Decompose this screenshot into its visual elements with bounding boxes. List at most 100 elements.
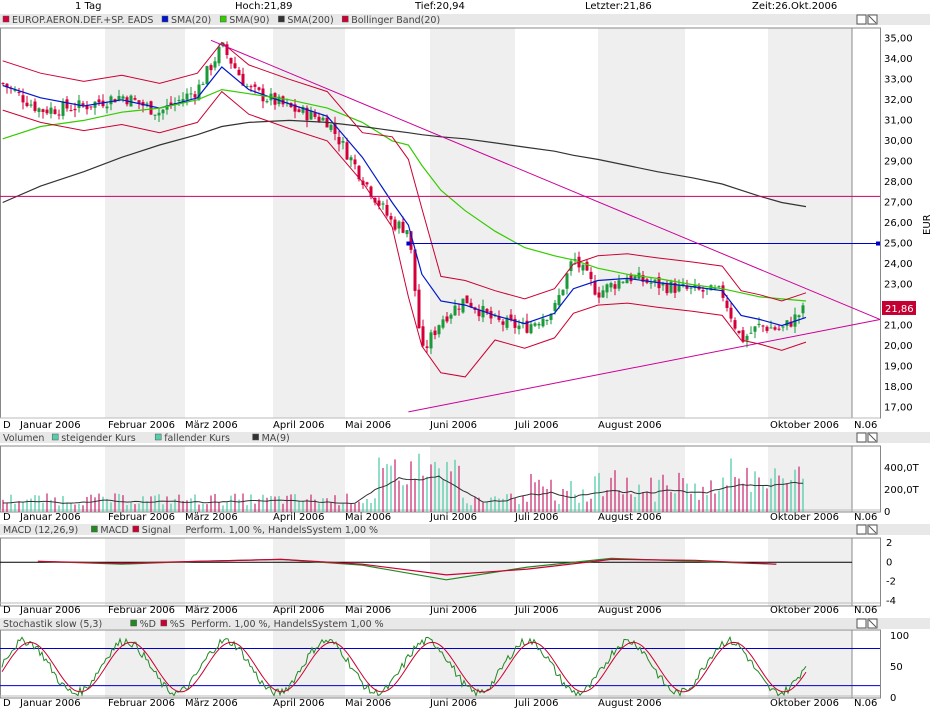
legend-text: MACD: [100, 525, 128, 536]
candle-body: [685, 285, 689, 289]
candle-body: [777, 328, 781, 330]
month-label: April 2006: [273, 698, 324, 709]
month-band: [768, 630, 852, 698]
candle-body: [309, 110, 313, 120]
candle-body: [681, 283, 685, 285]
candle-body: [333, 123, 337, 134]
candle-body: [433, 330, 437, 336]
candle-body: [169, 102, 173, 106]
candle-body: [245, 86, 249, 88]
month-label: April 2006: [273, 512, 324, 523]
legend-text: Perform. 1,00 %, HandelsSystem 1,00 %: [191, 619, 384, 630]
candle-body: [533, 323, 537, 326]
macd-tick-label: 2: [886, 538, 892, 549]
candle-body: [297, 109, 301, 112]
month-label: Mai 2006: [345, 698, 391, 709]
month-label: N.06: [854, 605, 877, 616]
candle-body: [185, 93, 189, 100]
legend-text: EUROP.AERON.DEF.+SP. EADS: [12, 15, 153, 26]
candle-body: [653, 279, 657, 282]
candle-body: [457, 308, 461, 310]
candle-body: [485, 308, 489, 313]
candle-body: [265, 101, 269, 103]
candle-body: [189, 93, 193, 95]
candle-body: [701, 289, 705, 292]
price-tick-label: 27,00: [884, 197, 913, 208]
candle-body: [673, 283, 677, 293]
candle-body: [29, 104, 33, 106]
candle-body: [581, 264, 585, 271]
candle-body: [109, 96, 113, 105]
panel-frame: [0, 445, 881, 513]
last-price-box: [882, 300, 916, 315]
month-label: Oktober 2006: [770, 698, 839, 709]
panel-minimize-icon: [856, 14, 867, 25]
candle-body: [45, 109, 49, 114]
candle-body: [545, 320, 549, 322]
candle-body: [737, 330, 741, 334]
candle-body: [797, 315, 801, 318]
panel-close-icon-stroke: [868, 619, 877, 628]
candle-body: [709, 285, 713, 291]
legend-swatch: [51, 433, 59, 441]
panel-minimize-icon: [856, 432, 867, 443]
month-label: April 2006: [273, 420, 324, 431]
interval-label: 1 Tag: [75, 1, 102, 12]
price-tick-label: 21,00: [884, 321, 913, 332]
candle-body: [437, 325, 441, 335]
candle-body: [409, 231, 413, 250]
month-band: [598, 28, 685, 418]
last-price-label: 21,86: [885, 304, 914, 315]
month-label: Januar 2006: [19, 605, 81, 616]
candle-body: [553, 302, 557, 312]
candle-body: [41, 109, 45, 113]
candle-body: [17, 91, 21, 93]
price-tick-label: 34,00: [884, 54, 913, 65]
last-label: Letzter:21,86: [585, 1, 652, 12]
legend-swatch: [130, 619, 137, 627]
candle-body: [565, 273, 569, 289]
candle-body: [121, 96, 125, 99]
bollinger-line: [2, 41, 807, 302]
candle-body: [525, 320, 529, 333]
candle-body: [497, 316, 501, 320]
month-label: März 2006: [185, 512, 238, 523]
candle-body: [85, 105, 89, 110]
candle-body: [405, 230, 409, 235]
candle-body: [89, 106, 93, 108]
legend-text: Stochastik slow (5,3): [3, 619, 102, 630]
month-label: August 2006: [598, 512, 662, 523]
candle-body: [341, 141, 345, 143]
month-label: Januar 2006: [19, 698, 81, 709]
legend-swatch: [132, 525, 140, 533]
candle-body: [145, 103, 149, 105]
candle-body: [349, 157, 353, 161]
candle-body: [773, 327, 777, 330]
candle-body: [561, 289, 565, 296]
candle-body: [381, 203, 385, 205]
legend-text: Bollinger Band(20): [351, 15, 440, 26]
candle-body: [137, 100, 141, 104]
legend-text: Perform. 1,00 %, HandelsSystem 1,00 %: [185, 525, 378, 536]
candle-body: [25, 102, 29, 106]
candle-body: [641, 275, 645, 282]
candle-body: [377, 200, 381, 206]
price-tick-label: 23,00: [884, 280, 913, 291]
candle-body: [313, 112, 317, 117]
candle-body: [257, 87, 261, 90]
panel-close-icon-stroke: [868, 525, 877, 534]
candle-body: [509, 314, 513, 321]
candle-body: [69, 110, 73, 112]
candle-body: [401, 221, 405, 233]
candle-body: [281, 96, 285, 105]
candle-body: [677, 284, 681, 292]
price-tick-label: 35,00: [884, 33, 913, 44]
candle-body: [73, 108, 77, 111]
candle-body: [801, 305, 805, 314]
panel-frame: [0, 629, 881, 699]
candle-body: [365, 182, 369, 185]
candle-body: [417, 289, 421, 329]
candle-body: [529, 324, 533, 334]
legend-swatch: [219, 15, 227, 23]
price-tick-label: 28,00: [884, 177, 913, 188]
